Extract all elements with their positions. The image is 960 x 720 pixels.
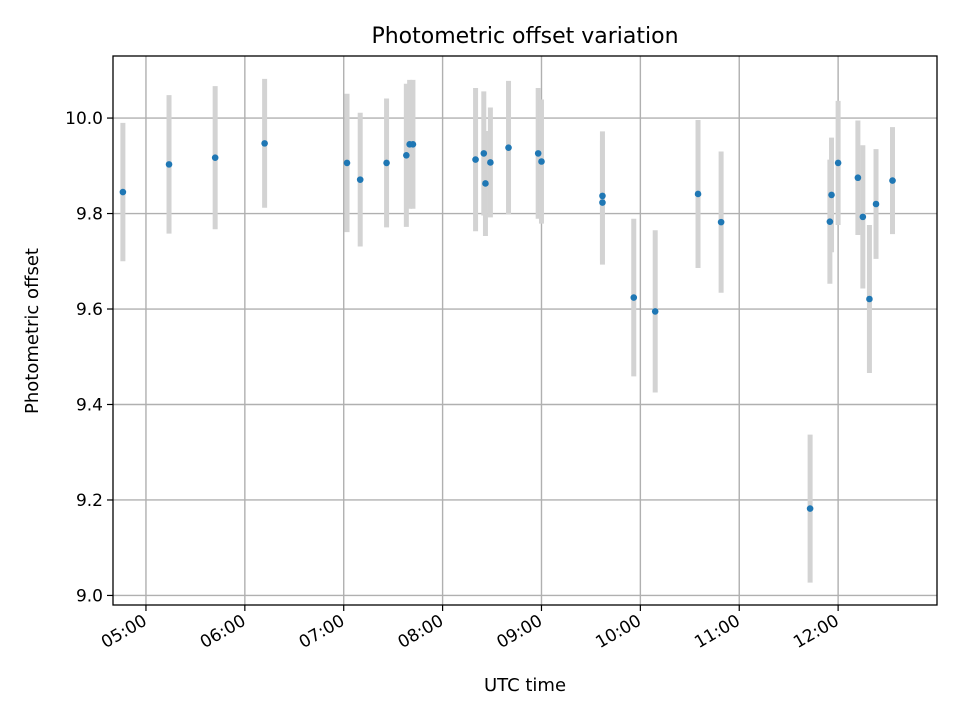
data-point bbox=[211, 154, 219, 161]
y-axis-label: Photometric offset bbox=[22, 248, 43, 414]
data-point bbox=[717, 218, 725, 226]
y-tick-label: 9.4 bbox=[76, 395, 103, 415]
data-point-layer bbox=[119, 140, 896, 512]
data-point bbox=[866, 295, 873, 303]
data-point bbox=[872, 200, 880, 208]
data-point bbox=[261, 140, 268, 147]
data-point bbox=[534, 150, 542, 157]
data-point bbox=[889, 177, 896, 184]
y-tick-label: 9.2 bbox=[76, 491, 103, 511]
grid-layer bbox=[113, 56, 937, 605]
data-point bbox=[694, 190, 702, 198]
data-point bbox=[487, 159, 494, 166]
data-point bbox=[472, 156, 479, 163]
data-point bbox=[599, 199, 606, 206]
data-point bbox=[165, 161, 173, 168]
data-point bbox=[356, 176, 364, 183]
data-point bbox=[806, 505, 814, 512]
plot-frame bbox=[112, 55, 938, 606]
data-point bbox=[854, 174, 862, 182]
data-point bbox=[599, 192, 606, 200]
data-point bbox=[651, 308, 659, 315]
data-point bbox=[480, 150, 488, 157]
data-point bbox=[403, 151, 410, 159]
data-point bbox=[343, 159, 351, 167]
data-point bbox=[826, 218, 834, 225]
y-tick-label: 9.8 bbox=[76, 205, 103, 225]
y-tick-label: 10.0 bbox=[65, 109, 103, 129]
data-point bbox=[828, 191, 835, 199]
data-point bbox=[505, 144, 512, 151]
data-point bbox=[409, 141, 417, 148]
data-point bbox=[859, 213, 867, 221]
data-point bbox=[538, 158, 545, 165]
y-tick-label: 9.6 bbox=[76, 300, 103, 320]
x-axis-label: UTC time bbox=[484, 675, 566, 696]
chart-title: Photometric offset variation bbox=[371, 24, 678, 49]
data-point bbox=[834, 159, 842, 167]
data-point bbox=[119, 188, 127, 196]
data-point bbox=[383, 159, 390, 167]
data-point bbox=[630, 294, 638, 301]
data-point bbox=[482, 180, 489, 187]
y-tick-label: 9.0 bbox=[76, 586, 103, 606]
